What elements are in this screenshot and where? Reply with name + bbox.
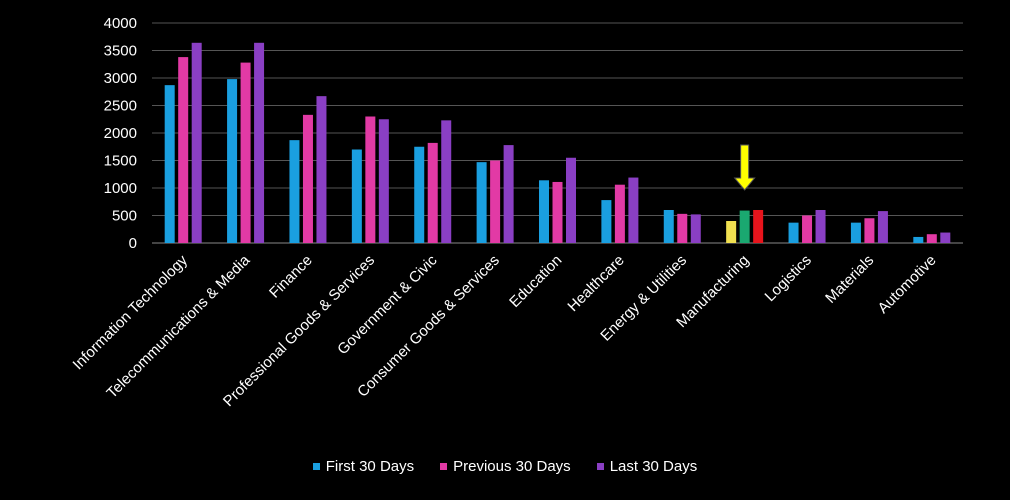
bar-chart: 0 500 1000 1500 2000 2500 3000 3500 4000 Informat… xyxy=(70,15,963,410)
bar xyxy=(476,162,487,243)
highlight-arrow-icon xyxy=(733,144,756,191)
bar xyxy=(254,42,265,243)
bar xyxy=(316,96,327,244)
bar xyxy=(289,140,300,243)
bar xyxy=(677,213,688,243)
bar xyxy=(739,210,750,243)
y-tick-label: 4000 xyxy=(104,15,137,32)
bar xyxy=(164,85,175,244)
legend-label: Last 30 Days xyxy=(609,458,698,475)
bar xyxy=(365,116,376,243)
legend-swatch xyxy=(596,463,604,470)
y-tick-label: 1500 xyxy=(104,153,137,170)
legend-swatch xyxy=(440,463,448,470)
x-tick-label: Logistics xyxy=(762,252,815,305)
bar xyxy=(815,210,826,243)
y-tick-label: 2000 xyxy=(104,125,137,142)
bar xyxy=(302,114,313,243)
bar xyxy=(726,221,737,243)
bar xyxy=(802,215,813,243)
bar xyxy=(178,57,189,243)
legend-item: Previous 30 Days xyxy=(440,458,571,475)
bar xyxy=(864,218,875,243)
bar xyxy=(191,42,202,243)
bar xyxy=(427,142,438,243)
legend-swatch xyxy=(312,463,320,470)
bar xyxy=(913,236,924,243)
bar xyxy=(441,120,452,243)
x-tick-label: Education xyxy=(506,252,565,311)
bar xyxy=(351,149,362,243)
bar xyxy=(614,184,625,243)
legend-item: First 30 Days xyxy=(312,458,415,475)
x-tick-label: Automotive xyxy=(875,252,940,317)
y-tick-label: 0 xyxy=(129,235,137,252)
legend: First 30 Days Previous 30 Days Last 30 Day… xyxy=(0,458,1010,475)
bar xyxy=(601,200,612,243)
bar xyxy=(378,119,389,243)
x-tick-label: Materials xyxy=(822,252,877,307)
bar xyxy=(552,181,563,243)
bar xyxy=(663,210,674,243)
bar xyxy=(753,210,764,243)
y-tick-label: 1000 xyxy=(104,180,137,197)
bar xyxy=(227,79,238,243)
bar xyxy=(490,160,501,243)
y-tick-label: 3500 xyxy=(104,43,137,60)
bar xyxy=(503,145,514,243)
y-tick-label: 2500 xyxy=(104,98,137,115)
bar xyxy=(940,232,951,243)
bar xyxy=(877,211,888,243)
x-tick-label: Finance xyxy=(266,252,316,302)
bar xyxy=(926,234,937,243)
legend-item: Last 30 Days xyxy=(596,458,698,475)
y-tick-label: 3000 xyxy=(104,70,137,87)
bar xyxy=(414,146,425,243)
y-tick-label: 500 xyxy=(112,208,137,225)
bar xyxy=(690,214,701,243)
legend-label: Previous 30 Days xyxy=(453,458,571,475)
bar xyxy=(628,177,639,243)
bar xyxy=(850,222,861,243)
bar xyxy=(566,157,576,243)
bar xyxy=(240,62,251,243)
bar xyxy=(788,222,799,243)
x-tick-label: Information Technology xyxy=(70,251,192,373)
legend-label: First 30 Days xyxy=(325,458,415,475)
bar xyxy=(539,180,549,243)
x-tick-label: Healthcare xyxy=(564,252,627,315)
